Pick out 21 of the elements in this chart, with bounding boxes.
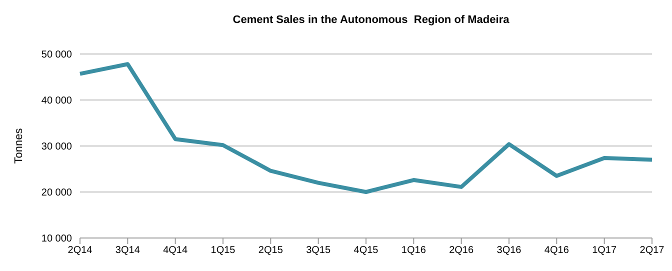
y-tick-label: 10 000: [41, 234, 72, 245]
x-tick-label: 4Q14: [163, 245, 188, 256]
y-axis-title: Tonnes: [12, 128, 25, 164]
x-tick-label: 3Q15: [306, 245, 331, 256]
line-series: [78, 62, 654, 194]
x-tick-label: 2Q16: [449, 245, 474, 256]
y-tick-label: 30 000: [41, 142, 72, 153]
x-tick-label: 1Q16: [401, 245, 426, 256]
y-tick-label: 40 000: [41, 96, 72, 107]
x-tick-label: 2Q15: [258, 245, 284, 256]
x-tick-label: 4Q16: [544, 245, 570, 256]
x-tick-label: 3Q16: [496, 245, 522, 256]
y-tick-label: 20 000: [41, 188, 72, 199]
chart-title: Cement Sales in the Autonomous Region of Madeira: [232, 13, 510, 28]
y-tick-label: 50 000: [41, 50, 72, 61]
x-tick-label: 4Q15: [354, 245, 379, 256]
x-tick-label: 2Q17: [640, 245, 665, 256]
x-tick-label: 3Q14: [115, 245, 140, 256]
x-tick-label: 1Q15: [210, 245, 236, 256]
x-tick-label: 2Q14: [68, 245, 93, 256]
x-tick-label: 1Q17: [592, 245, 617, 256]
